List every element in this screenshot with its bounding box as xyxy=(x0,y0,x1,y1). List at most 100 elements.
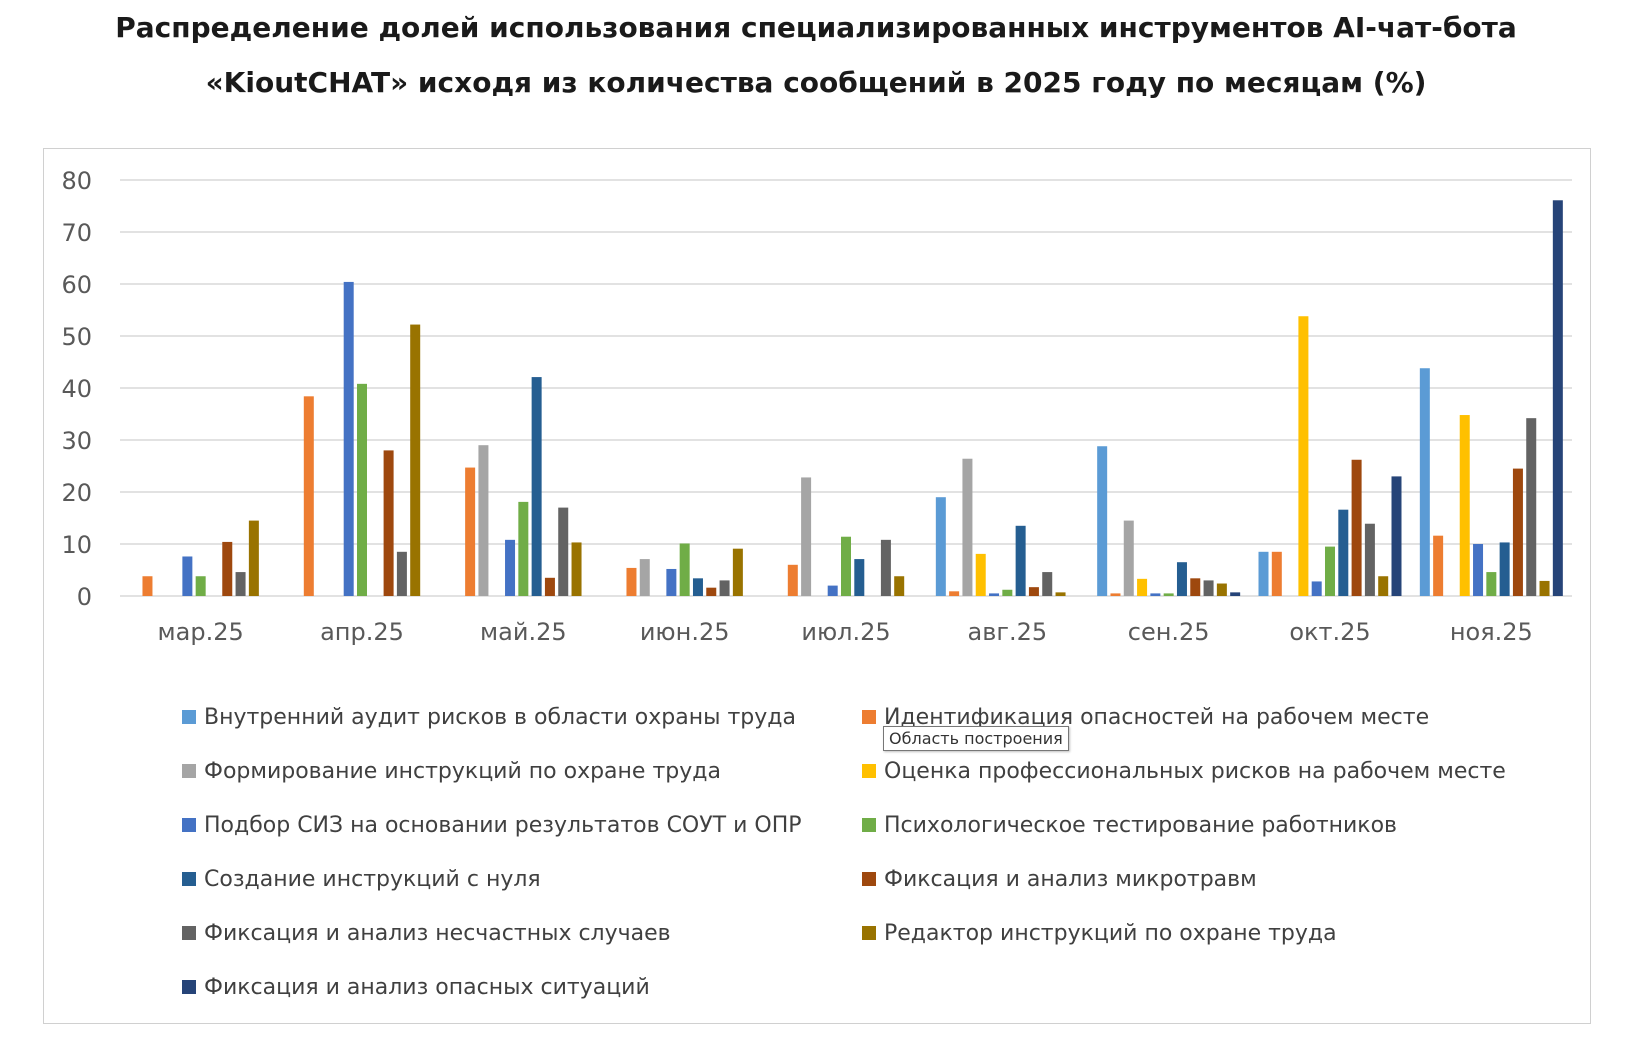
bar xyxy=(1419,368,1430,596)
legend-item: Оценка профессиональных рисков на рабоче… xyxy=(862,744,1542,798)
chart-title-line-1: Распределение долей использования специа… xyxy=(115,11,1517,44)
bar xyxy=(1190,578,1201,596)
bar xyxy=(692,578,703,596)
bar xyxy=(303,396,314,596)
bar xyxy=(1137,578,1148,596)
bar xyxy=(142,576,153,596)
bar xyxy=(639,559,650,596)
x-tick-label: сен.25 xyxy=(1128,618,1210,646)
bar xyxy=(1325,546,1335,596)
legend-label: Создание инструкций с нуля xyxy=(204,866,541,892)
bar xyxy=(1486,572,1497,596)
chart-title-line-2: «KioutCHAT» исходя из количества сообщен… xyxy=(205,66,1427,99)
bar xyxy=(410,324,421,596)
plot-area-tooltip: Область построения xyxy=(883,726,1069,751)
legend-swatch xyxy=(862,872,876,886)
bar xyxy=(975,553,986,596)
bar xyxy=(1459,415,1470,596)
x-tick-label: мар.25 xyxy=(158,618,244,646)
bar xyxy=(1230,592,1241,596)
y-tick-label: 0 xyxy=(77,583,92,611)
y-tick-label: 60 xyxy=(61,271,92,299)
y-tick-label: 70 xyxy=(61,219,92,247)
bar xyxy=(1512,468,1523,596)
x-tick-label: май.25 xyxy=(480,618,567,646)
y-tick-label: 30 xyxy=(61,427,92,455)
bar xyxy=(1002,589,1013,596)
bar xyxy=(949,591,960,596)
bar xyxy=(666,568,677,596)
bar xyxy=(531,377,542,596)
bar xyxy=(571,542,582,596)
bar xyxy=(1123,520,1134,596)
bar xyxy=(1391,476,1402,596)
legend-swatch xyxy=(182,872,196,886)
legend-item: Создание инструкций с нуля xyxy=(182,852,862,906)
legend-swatch xyxy=(862,710,876,724)
bar xyxy=(732,548,743,596)
legend-label: Фиксация и анализ опасных ситуаций xyxy=(204,974,650,1000)
chart-legend: Внутренний аудит рисков в области охраны… xyxy=(182,690,1562,1014)
bar xyxy=(1258,551,1269,596)
y-tick-label: 20 xyxy=(61,479,92,507)
bar xyxy=(1097,446,1108,596)
bar xyxy=(383,450,394,596)
legend-label: Психологическое тестирование работников xyxy=(884,812,1398,838)
legend-label: Оценка профессиональных рисков на рабоче… xyxy=(884,758,1506,784)
legend-item: Фиксация и анализ опасных ситуаций xyxy=(182,960,862,1014)
bar xyxy=(505,539,516,596)
y-tick-label: 80 xyxy=(61,167,92,195)
bar xyxy=(1539,580,1550,596)
bar xyxy=(1351,459,1362,596)
y-tick-label: 10 xyxy=(61,531,92,559)
bar xyxy=(343,281,354,596)
bar xyxy=(518,501,529,596)
bar xyxy=(396,551,407,596)
bar xyxy=(1526,418,1537,596)
bar xyxy=(357,383,367,596)
bar xyxy=(827,585,838,596)
x-tick-label: ноя.25 xyxy=(1450,618,1533,646)
bar xyxy=(1433,535,1444,596)
x-tick-label: июл.25 xyxy=(801,618,890,646)
bar xyxy=(1552,200,1563,596)
legend-label: Фиксация и анализ микротравм xyxy=(884,866,1257,892)
bar xyxy=(787,564,798,596)
bar xyxy=(989,593,1000,596)
legend-swatch xyxy=(862,818,876,832)
bar xyxy=(1055,592,1066,596)
bar xyxy=(478,445,489,596)
bar xyxy=(1216,583,1227,596)
legend-item: Фиксация и анализ микротравм xyxy=(862,852,1542,906)
bar xyxy=(894,576,905,596)
legend-swatch xyxy=(182,980,196,994)
bar xyxy=(1042,572,1053,596)
legend-item: Подбор СИЗ на основании результатов СОУТ… xyxy=(182,798,862,852)
x-tick-label: авг.25 xyxy=(968,618,1048,646)
bar xyxy=(854,559,865,596)
legend-swatch xyxy=(182,764,196,778)
bar xyxy=(1015,525,1026,596)
bar xyxy=(1364,523,1375,596)
legend-swatch xyxy=(182,710,196,724)
bar xyxy=(801,477,812,596)
legend-label: Внутренний аудит рисков в области охраны… xyxy=(204,704,796,730)
bar xyxy=(1499,542,1510,596)
bar xyxy=(222,541,233,596)
bar xyxy=(1271,551,1282,596)
chart-title: Распределение долей использования специа… xyxy=(0,0,1632,110)
legend-item: Редактор инструкций по охране труда xyxy=(862,906,1542,960)
bar xyxy=(235,572,246,596)
x-tick-label: июн.25 xyxy=(640,618,730,646)
legend-swatch xyxy=(862,764,876,778)
bar xyxy=(706,587,717,596)
legend-label: Подбор СИЗ на основании результатов СОУТ… xyxy=(204,812,802,838)
bar xyxy=(544,577,555,596)
bar xyxy=(1378,576,1389,596)
legend-swatch xyxy=(862,926,876,940)
bar xyxy=(1163,593,1174,596)
bar xyxy=(1203,580,1214,596)
legend-label: Редактор инструкций по охране труда xyxy=(884,920,1337,946)
legend-item: Внутренний аудит рисков в области охраны… xyxy=(182,690,862,744)
legend-label: Идентификация опасностей на рабочем мест… xyxy=(884,704,1430,730)
